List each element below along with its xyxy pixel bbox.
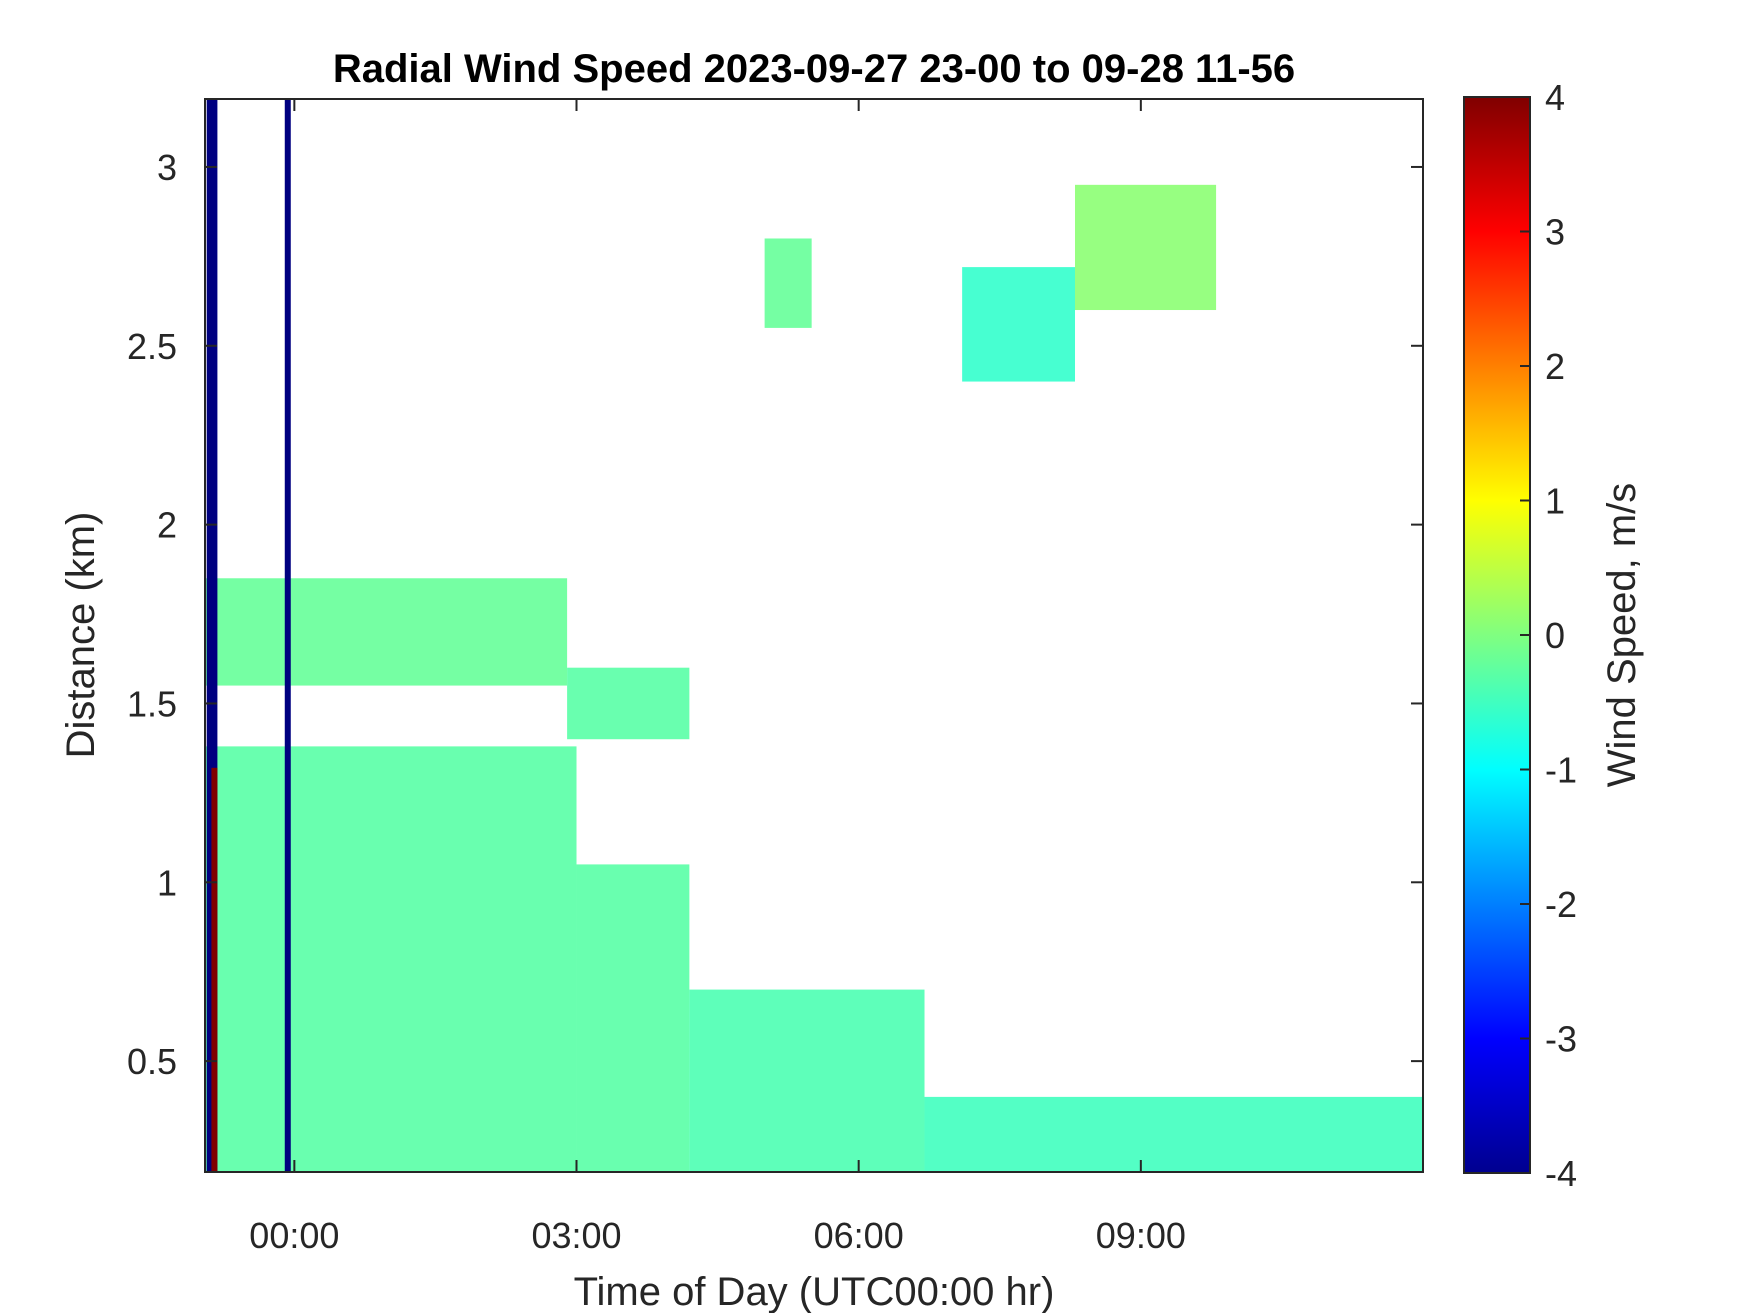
y-tick-label: 2.5 [127, 326, 177, 367]
y-tick-labels: 0.5 1 1.5 2 2.5 3 [127, 147, 177, 1082]
colorbar-tick-label: 4 [1545, 77, 1565, 118]
y-axis-label: Distance (km) [59, 512, 103, 759]
heatmap-region-0 [205, 746, 577, 1172]
heatmap-region-3 [924, 1096, 1423, 1172]
colorbar-tick-label: -4 [1545, 1153, 1577, 1194]
heatmap-region-7 [1075, 184, 1217, 311]
heatmap-column-3 [284, 99, 291, 1172]
y-tick-label: 1.5 [127, 683, 177, 724]
heatmap-column-0 [206, 99, 213, 1172]
x-tick-labels: 00:00 03:00 06:00 09:00 [249, 1215, 1186, 1256]
colorbar-tick-label: 0 [1545, 615, 1565, 656]
y-tick-label: 0.5 [127, 1041, 177, 1082]
colorbar-tick-label: -2 [1545, 884, 1577, 925]
plot-frame [204, 98, 1424, 1173]
y-tick-label: 3 [157, 147, 177, 188]
colorbar-tick-label: 1 [1545, 481, 1565, 522]
colorbar-tick-label: 2 [1545, 346, 1565, 387]
colorbar-tick-label: -3 [1545, 1019, 1577, 1060]
heatmap-region-8 [764, 238, 812, 328]
colorbar-tick-label: -1 [1545, 750, 1577, 791]
x-tick-label: 00:00 [249, 1215, 339, 1256]
heatmap-region-2 [689, 989, 925, 1172]
heatmap-region-5 [567, 667, 690, 740]
x-tick-label: 03:00 [531, 1215, 621, 1256]
axis-ticks [205, 99, 1423, 1172]
colorbar-ticks: 4 3 2 1 0 -1 -2 -3 -4 [1520, 77, 1577, 1194]
y-tick-label: 1 [157, 862, 177, 903]
colorbar-label: Wind Speed, m/s [1600, 483, 1644, 788]
wind-speed-heatmap [205, 99, 1423, 1172]
heatmap-region-1 [576, 864, 690, 1172]
y-tick-label: 2 [157, 505, 177, 546]
colorbar-tick-label: 3 [1545, 212, 1565, 253]
heatmap-region-6 [962, 267, 1075, 382]
chart-title: Radial Wind Speed 2023-09-27 23-00 to 09… [333, 47, 1295, 91]
heatmap-column-1 [211, 99, 218, 1172]
heatmap-region-4 [205, 578, 568, 686]
x-tick-label: 06:00 [814, 1215, 904, 1256]
heatmap-column-2 [211, 767, 218, 1172]
x-axis-label: Time of Day (UTC00:00 hr) [574, 1270, 1055, 1313]
x-tick-label: 09:00 [1096, 1215, 1186, 1256]
